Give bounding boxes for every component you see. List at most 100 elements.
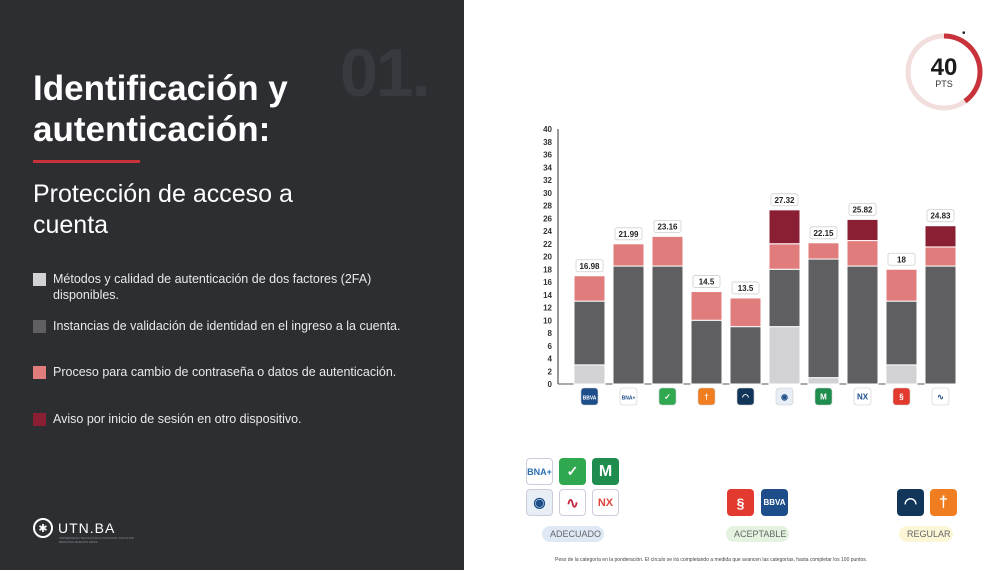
stacked-bar-chart: 024681012141618202224262830323436384016.… [543,125,957,406]
data-label-box [614,227,643,241]
bank-logo-icon [697,387,716,406]
legend-label: Aviso por inicio de sesión en otro dispo… [53,412,302,426]
bar-segment [729,326,762,385]
bank-logo-icon: ✓ [559,458,586,485]
bar-segment [924,265,957,385]
bank-logo-label: † [704,393,708,402]
bar-segment [612,243,645,267]
bank-logo-icon: BNA+ [526,458,553,485]
bar-segment [573,364,606,385]
bank-logo-icon [619,387,638,406]
data-label-box [848,202,877,216]
data-label-box [731,281,760,295]
legend-label: Proceso para cambio de contraseña o dato… [53,365,397,379]
bank-logo-icon [892,387,911,406]
page-title: Identificación y autenticación: [33,69,288,149]
bar-segment [729,297,762,328]
bank-logo-label: NX [857,393,869,402]
tier-label: REGULAR [899,526,953,542]
data-label-box [653,219,682,233]
bar-segment [573,275,606,302]
y-tick-label: 36 [543,151,552,160]
bar-segment [924,246,957,267]
data-label: 24.83 [930,212,951,221]
bar-segment [807,242,840,260]
y-tick-label: 30 [543,189,552,198]
y-tick-label: 8 [548,329,553,338]
data-label: 25.82 [852,205,873,214]
legend-swatch [33,413,46,426]
bar-segment [846,265,879,385]
legend-label: Instancias de validación de identidad en… [53,319,401,333]
bar-segment [768,243,801,270]
bank-logo-icon: ∿ [559,489,586,516]
bank-logo-label: § [899,393,904,402]
bank-logo-label: M [820,393,827,402]
utn-logo: ✱ UTN.BA UNIVERSIDAD TECNOLÓGICA NACIONA… [33,518,134,544]
y-tick-label: 20 [543,253,552,262]
bank-logo-label: ◠ [742,393,749,402]
bar-segment [846,218,879,242]
legend-item-2fa: Métodos y calidad de autenticación de do… [33,271,403,303]
section-number: 01. [340,35,431,111]
utn-emblem-icon: ✱ [33,518,53,538]
legend-swatch [33,366,46,379]
legend-item-validation: Instancias de validación de identidad en… [33,318,403,334]
brand-name: UTN.BA [58,520,116,536]
bar-segment [885,364,918,385]
data-label: 14.5 [699,278,715,287]
data-label-box [926,209,955,223]
page-subtitle: Protección de acceso a cuenta [33,180,293,239]
data-label: 18 [897,255,906,264]
legend-label: Métodos y calidad de autenticación de do… [53,272,372,302]
bank-logo-icon [775,387,794,406]
bar-segment [885,300,918,366]
score-gauge: • 40 PTS [905,30,983,111]
y-tick-label: 4 [548,355,553,364]
bank-logo-icon: M [592,458,619,485]
y-tick-label: 40 [543,125,552,134]
bank-logo-icon [853,387,872,406]
data-label: 27.32 [774,196,795,205]
y-tick-label: 10 [543,316,552,325]
legend-swatch [33,273,46,286]
bank-logo-label: ◉ [781,393,788,402]
y-tick-label: 38 [543,138,552,147]
bar-segment [768,209,801,245]
left-panel: 01. Identificación y autenticación: Prot… [0,0,464,570]
y-tick-label: 32 [543,176,552,185]
score-unit: PTS [935,79,953,89]
bank-logo-label: ∿ [937,393,944,402]
y-tick-label: 12 [543,304,552,313]
bank-logo-icon [931,387,950,406]
bar-segment [768,268,801,328]
gauge-dot: • [962,30,966,39]
data-label: 23.16 [657,222,678,231]
brand-tagline: UNIVERSIDAD TECNOLÓGICA NACIONAL FACULTA… [59,536,135,544]
title-divider [33,160,140,163]
bank-logo-icon: ◉ [526,489,553,516]
bank-logo-icon: † [930,489,957,516]
y-tick-label: 2 [548,367,553,376]
y-tick-label: 0 [548,380,553,389]
legend-item-password: Proceso para cambio de contraseña o dato… [33,364,403,380]
bank-logo-label: ✓ [664,393,671,402]
data-label-box [692,275,721,288]
y-tick-label: 14 [543,291,552,300]
data-label: 16.98 [579,262,600,271]
bar-segment [885,268,918,302]
y-tick-label: 34 [543,163,552,172]
y-tick-label: 18 [543,265,552,274]
data-label: 13.5 [738,284,754,293]
data-label-box [770,193,799,207]
data-label: 22.15 [813,229,834,238]
bar-segment [690,319,723,385]
y-tick-label: 28 [543,202,552,211]
bar-segment [807,258,840,379]
y-tick-label: 6 [548,342,553,351]
bank-logo-icon [658,387,677,406]
bar-segment [612,265,645,385]
bank-logo-icon: § [727,489,754,516]
bar-segment [690,291,723,321]
tier-label: ACEPTABLE [726,526,789,542]
